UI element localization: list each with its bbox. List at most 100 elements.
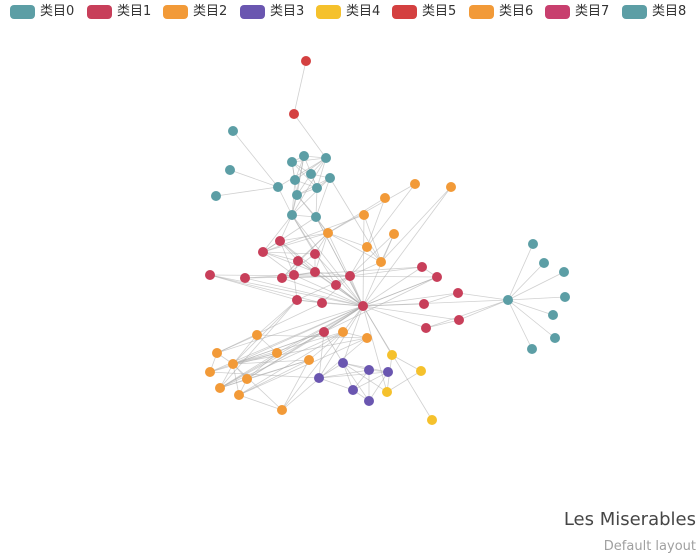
graph-node-12[interactable] — [325, 173, 335, 183]
graph-node-10[interactable] — [290, 175, 300, 185]
graph-node-24[interactable] — [275, 236, 285, 246]
graph-node-59[interactable] — [234, 390, 244, 400]
graph-node-60[interactable] — [304, 355, 314, 365]
graph-node-18[interactable] — [446, 182, 456, 192]
graph-node-46[interactable] — [539, 258, 549, 268]
graph-node-23[interactable] — [323, 228, 333, 238]
graph-node-65[interactable] — [314, 373, 324, 383]
graph-node-61[interactable] — [338, 327, 348, 337]
graph-node-37[interactable] — [358, 301, 368, 311]
graph-node-53[interactable] — [272, 348, 282, 358]
graph-node-66[interactable] — [338, 358, 348, 368]
graph-node-9[interactable] — [273, 182, 283, 192]
graph-node-38[interactable] — [345, 271, 355, 281]
graph-node-57[interactable] — [242, 374, 252, 384]
legend-item-8[interactable]: 类目8 — [622, 4, 686, 20]
graph-node-67[interactable] — [364, 365, 374, 375]
graph-link — [323, 276, 438, 333]
graph-node-11[interactable] — [312, 183, 322, 193]
graph-node-71[interactable] — [382, 387, 392, 397]
graph-node-25[interactable] — [258, 247, 268, 257]
graph-node-68[interactable] — [383, 367, 393, 377]
graph-node-4[interactable] — [211, 191, 221, 201]
graph-node-29[interactable] — [310, 267, 320, 277]
graph-node-21[interactable] — [362, 242, 372, 252]
graph-node-14[interactable] — [287, 210, 297, 220]
graph-node-20[interactable] — [389, 229, 399, 239]
graph-node-54[interactable] — [212, 348, 222, 358]
graph-node-19[interactable] — [359, 210, 369, 220]
graph-node-0[interactable] — [301, 56, 311, 66]
graph-link — [327, 183, 416, 234]
graph-node-63[interactable] — [362, 333, 372, 343]
graph-link — [219, 331, 325, 389]
graph-node-32[interactable] — [317, 298, 327, 308]
graph-node-30[interactable] — [277, 273, 287, 283]
graph-node-28[interactable] — [289, 270, 299, 280]
graph-node-43[interactable] — [454, 315, 464, 325]
graph-node-26[interactable] — [293, 256, 303, 266]
graph-link — [507, 296, 566, 301]
legend-item-5[interactable]: 类目5 — [392, 4, 456, 20]
graph-node-40[interactable] — [419, 299, 429, 309]
graph-node-72[interactable] — [387, 350, 397, 360]
graph-node-44[interactable] — [503, 295, 513, 305]
graph-node-3[interactable] — [225, 165, 235, 175]
graph-node-42[interactable] — [421, 323, 431, 333]
graph-node-22[interactable] — [376, 257, 386, 267]
graph-node-33[interactable] — [205, 270, 215, 280]
graph-node-51[interactable] — [527, 344, 537, 354]
graph-node-50[interactable] — [550, 333, 560, 343]
graph-node-1[interactable] — [289, 109, 299, 119]
graph-link — [209, 371, 320, 379]
graph-node-35[interactable] — [417, 262, 427, 272]
graph-link — [256, 299, 298, 336]
graph-node-13[interactable] — [292, 190, 302, 200]
graph-node-2[interactable] — [228, 126, 238, 136]
graph-link — [380, 186, 452, 263]
graph-node-55[interactable] — [205, 367, 215, 377]
legend-item-4[interactable]: 类目4 — [316, 4, 380, 20]
graph-link — [293, 113, 327, 159]
graph-node-56[interactable] — [228, 359, 238, 369]
graph-link — [291, 161, 318, 189]
graph-link — [342, 362, 370, 402]
graph-link — [308, 331, 344, 361]
graph-link — [232, 331, 344, 365]
graph-node-62[interactable] — [277, 405, 287, 415]
graph-node-36[interactable] — [432, 272, 442, 282]
graph-node-5[interactable] — [287, 157, 297, 167]
graph-node-7[interactable] — [321, 153, 331, 163]
graph-node-39[interactable] — [331, 280, 341, 290]
graph-node-64[interactable] — [319, 327, 329, 337]
graph-node-73[interactable] — [416, 366, 426, 376]
graph-node-47[interactable] — [559, 267, 569, 277]
graph-link — [507, 299, 533, 350]
legend-item-0[interactable]: 类目0 — [10, 4, 74, 20]
graph-node-34[interactable] — [240, 273, 250, 283]
graph-node-17[interactable] — [410, 179, 420, 189]
graph-node-16[interactable] — [380, 193, 390, 203]
graph-node-52[interactable] — [252, 330, 262, 340]
graph-node-y3[interactable] — [427, 415, 437, 425]
legend-item-3[interactable]: 类目3 — [240, 4, 304, 20]
graph-node-8[interactable] — [306, 169, 316, 179]
legend-item-7[interactable]: 类目7 — [545, 4, 609, 20]
graph-node-31[interactable] — [292, 295, 302, 305]
graph-node-27[interactable] — [310, 249, 320, 259]
graph-node-48[interactable] — [560, 292, 570, 302]
graph-link — [323, 331, 344, 364]
graph-node-6[interactable] — [299, 151, 309, 161]
legend-item-6[interactable]: 类目6 — [469, 4, 533, 20]
legend-item-1[interactable]: 类目1 — [87, 4, 151, 20]
graph-link — [291, 157, 327, 216]
graph-node-69[interactable] — [348, 385, 358, 395]
legend-swatch — [10, 5, 35, 19]
graph-node-70[interactable] — [364, 396, 374, 406]
legend-item-2[interactable]: 类目2 — [163, 4, 227, 20]
graph-node-41[interactable] — [453, 288, 463, 298]
graph-node-49[interactable] — [548, 310, 558, 320]
graph-node-15[interactable] — [311, 212, 321, 222]
graph-node-45[interactable] — [528, 239, 538, 249]
graph-node-58[interactable] — [215, 383, 225, 393]
